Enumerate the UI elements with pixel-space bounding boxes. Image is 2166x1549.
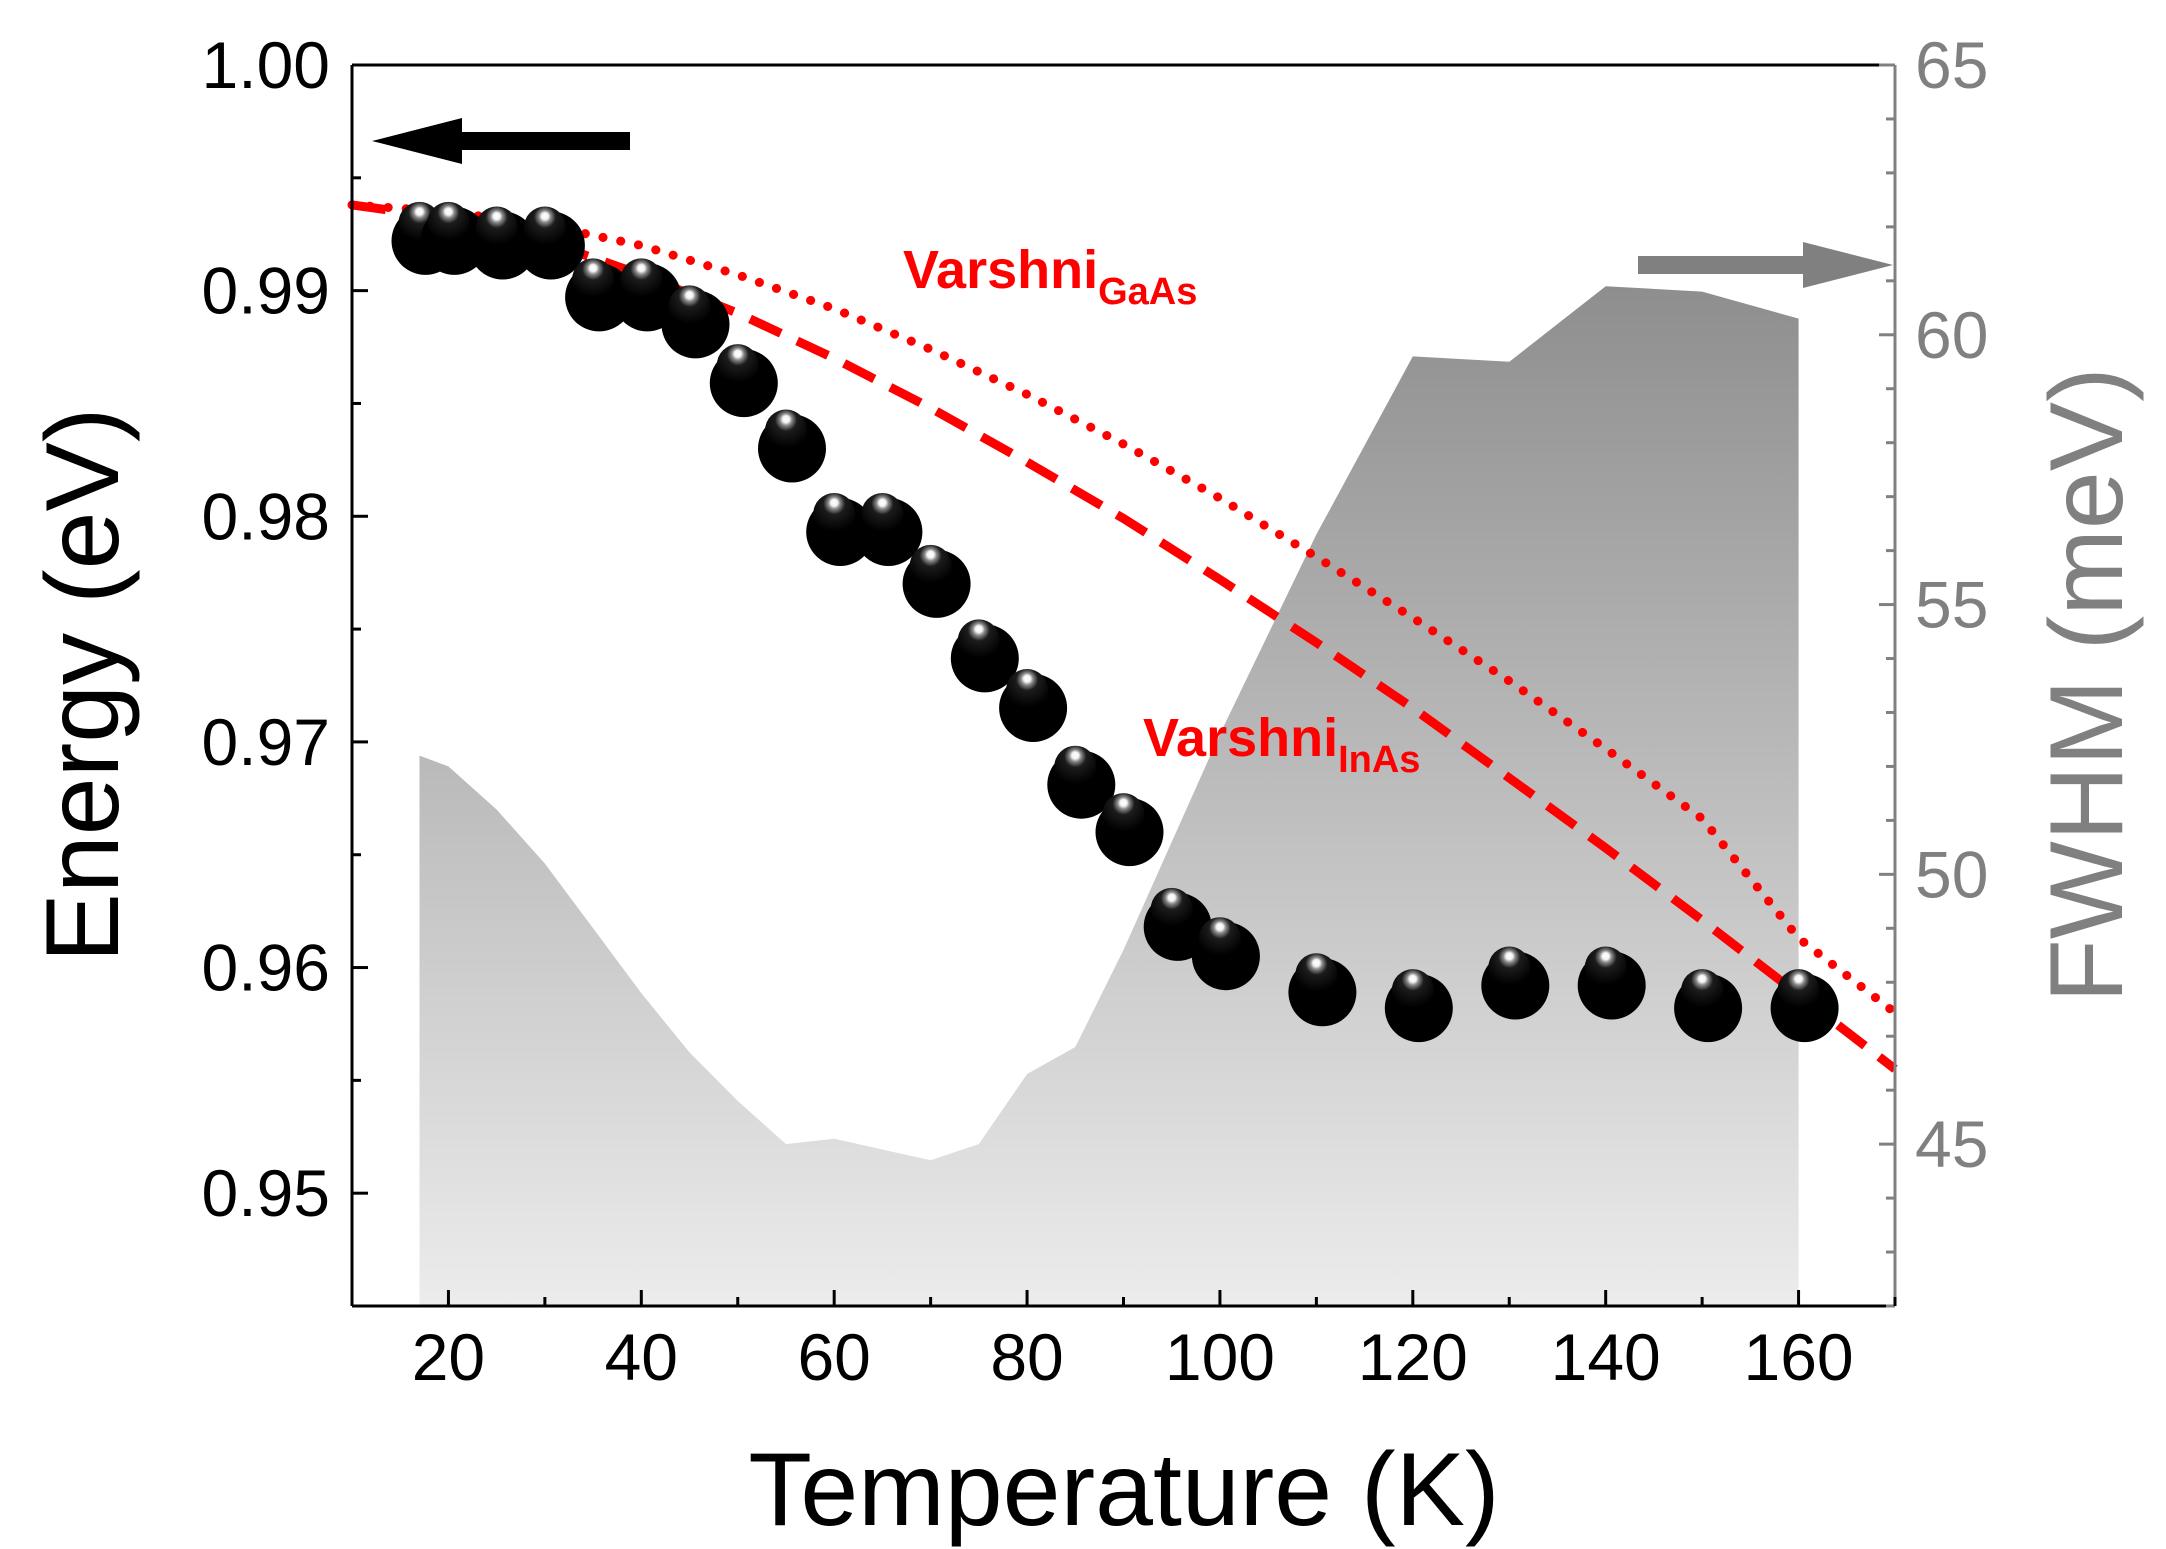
- x-tick-label: 160: [1744, 1320, 1854, 1394]
- y-right-tick-label: 45: [1915, 1107, 1988, 1181]
- y-right-tick-label: 60: [1915, 298, 1988, 372]
- energy-point: [1674, 969, 1743, 1043]
- x-tick-label: 140: [1551, 1320, 1661, 1394]
- energy-point: [661, 285, 730, 359]
- varshni-curves-layer: [347, 200, 1900, 1073]
- x-tick-label: 100: [1165, 1320, 1275, 1394]
- x-tick-label: 80: [990, 1320, 1063, 1394]
- energy-point: [950, 619, 1019, 693]
- energy-point: [1191, 917, 1260, 991]
- energy-point: [1770, 969, 1839, 1043]
- energy-point: [1577, 946, 1646, 1020]
- y-left-tick-label: 0.96: [202, 931, 330, 1005]
- x-tick-label: 20: [412, 1320, 485, 1394]
- x-axis-title: Temperature (K): [748, 1432, 1499, 1548]
- varshni-gaas-label: VarshniGaAs: [903, 240, 1197, 313]
- fwhm-area: [419, 286, 1799, 1306]
- energy-point: [709, 344, 778, 418]
- fwhm-area-layer: [419, 286, 1799, 1306]
- varshni-inas-label: VarshniInAs: [1143, 708, 1420, 781]
- y-right-tick-label: 65: [1915, 28, 1988, 102]
- energy-point: [999, 669, 1068, 742]
- energy-point: [1095, 793, 1164, 867]
- energy-point: [854, 493, 923, 566]
- axes-ticks-layer: 0.95 0.96 0.97 0.98 0.99 1.00 45 50 55 60 65 20 40 60…: [202, 28, 1989, 1394]
- y-left-tick-label: 0.99: [202, 254, 330, 328]
- energy-point: [1384, 969, 1453, 1043]
- y-right-axis-title: FWHM (meV): [2029, 367, 2145, 1002]
- energy-point: [758, 409, 826, 483]
- varshni-inas-main: Varshni: [1143, 708, 1338, 768]
- y-right-tick-label: 55: [1915, 568, 1988, 642]
- energy-point: [565, 258, 634, 332]
- y-left-tick-label: 0.98: [202, 479, 330, 553]
- energy-point: [468, 206, 537, 280]
- energy-point: [902, 544, 971, 618]
- x-tick-label: 60: [797, 1320, 870, 1394]
- energy-point: [806, 493, 875, 566]
- energy-point: [1047, 745, 1116, 819]
- varshni-gaas-sub: GaAs: [1098, 271, 1197, 313]
- y-left-tick-label: 0.97: [202, 705, 330, 779]
- left-axis-arrow: [372, 118, 630, 164]
- y-right-tick-label: 50: [1915, 837, 1988, 911]
- energy-point: [1288, 953, 1357, 1027]
- x-tick-label: 40: [605, 1320, 678, 1394]
- right-axis-arrow: [1638, 242, 1893, 288]
- energy-point: [1481, 946, 1550, 1020]
- y-left-tick-label: 1.00: [202, 28, 330, 102]
- y-left-axis-title: Energy (eV): [25, 408, 141, 963]
- varshni-inas-curve: [351, 200, 1898, 1073]
- energy-point: [516, 206, 585, 280]
- varshni-inas-sub: InAs: [1338, 739, 1420, 781]
- y-left-tick-label: 0.95: [202, 1156, 330, 1230]
- energy-points-layer: [391, 201, 1839, 1043]
- varshni-gaas-main: Varshni: [903, 240, 1098, 300]
- x-tick-label: 120: [1358, 1320, 1468, 1394]
- varshni-gaas-curve: [347, 200, 1900, 1018]
